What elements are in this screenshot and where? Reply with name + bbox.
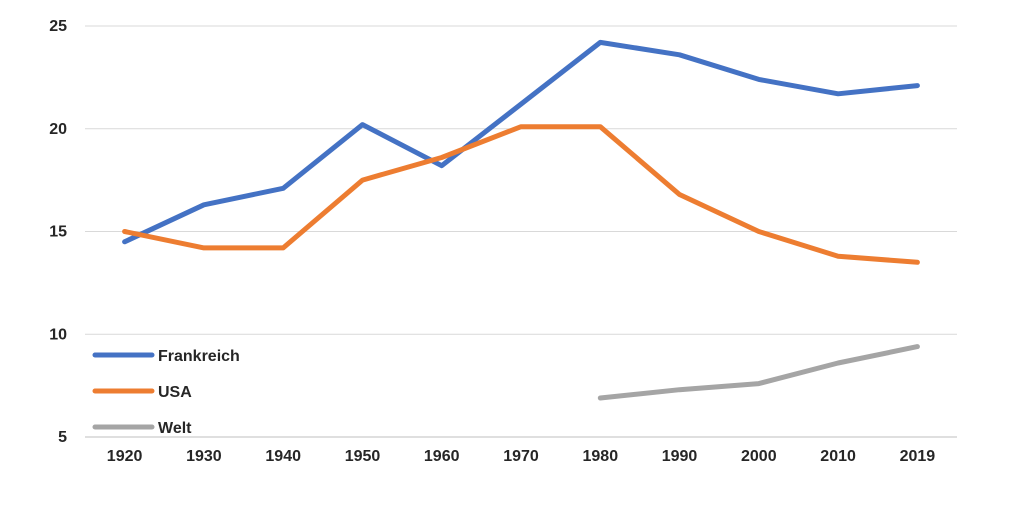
series-line-frankreich: [122, 39, 920, 245]
x-tick-label-1920: 1920: [107, 448, 143, 465]
x-tick-label-1990: 1990: [662, 448, 698, 465]
y-tick-label-10: 10: [49, 326, 67, 343]
x-tick-label-1980: 1980: [583, 448, 619, 465]
legend-label-usa: USA: [158, 384, 192, 401]
x-tick-label-1930: 1930: [186, 448, 222, 465]
y-tick-label-5: 5: [58, 429, 67, 446]
series-line-welt: [597, 344, 920, 401]
x-tick-label-2019: 2019: [900, 448, 936, 465]
y-tick-label-20: 20: [49, 121, 67, 138]
legend-label-welt: Welt: [158, 420, 192, 437]
x-tick-label-2010: 2010: [820, 448, 856, 465]
x-tick-label-1970: 1970: [503, 448, 539, 465]
series-line-usa: [122, 124, 920, 265]
x-tick-label-2000: 2000: [741, 448, 777, 465]
y-tick-label-25: 25: [49, 18, 67, 35]
x-tick-label-1960: 1960: [424, 448, 460, 465]
y-tick-label-15: 15: [49, 224, 67, 241]
x-tick-label-1950: 1950: [345, 448, 381, 465]
x-tick-label-1940: 1940: [265, 448, 301, 465]
legend-label-frankreich: Frankreich: [158, 348, 240, 365]
